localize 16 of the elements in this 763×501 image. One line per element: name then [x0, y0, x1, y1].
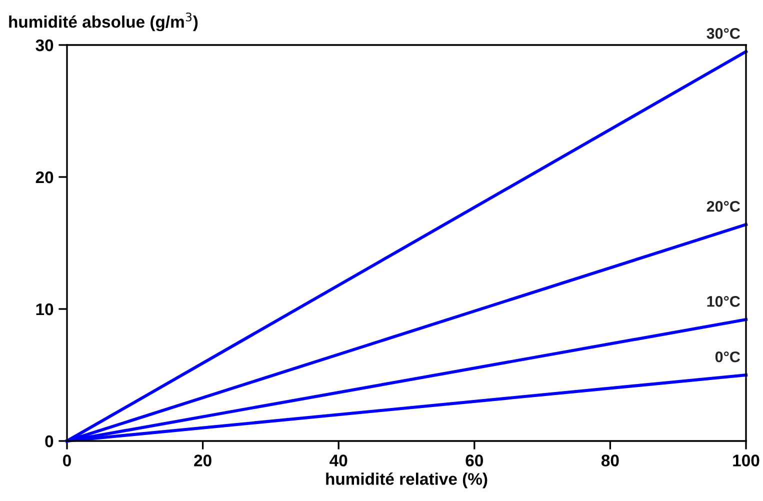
x-tick-label: 80 [601, 454, 619, 466]
x-tick-label: 60 [466, 454, 483, 466]
series-label: 20°C [706, 200, 740, 212]
y-tick-label: 30 [36, 39, 54, 52]
y-axis-title: humidité absolue (g/m$^{3}$) [9, 12, 198, 32]
series-label: 30°C [706, 28, 740, 39]
y-tick-label: 20 [36, 171, 54, 184]
y-tick-label: 0 [45, 435, 54, 448]
x-axis-title: humidité relative (%) [326, 472, 488, 488]
x-tick-label: 20 [194, 454, 212, 466]
series-label: 0°C [715, 351, 740, 362]
x-tick-label: 100 [733, 454, 760, 466]
x-tick-label: 40 [330, 454, 348, 466]
series-label: 10°C [707, 296, 740, 307]
x-tick-label: 0 [63, 454, 71, 466]
y-tick-label: 10 [36, 303, 54, 316]
